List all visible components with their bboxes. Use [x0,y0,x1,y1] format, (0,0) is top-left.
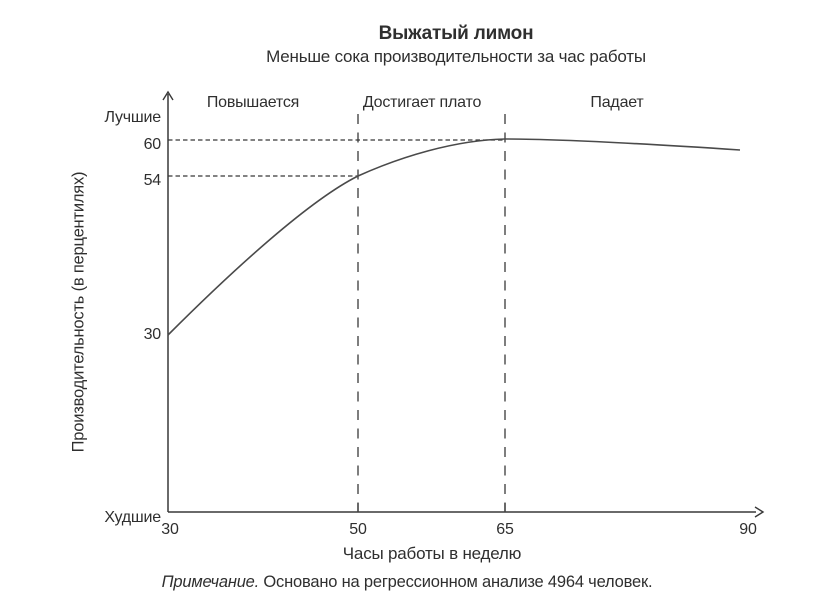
chart-title: Выжатый лимон [378,23,534,44]
productivity-curve [167,138,741,336]
y-axis-title: Производительность (в перцентилях) [69,171,88,453]
x-axis-arrowhead-icon [754,506,765,518]
y-label-best: Лучшие [104,109,162,126]
chart-subtitle: Меньше сока производительности за час ра… [266,47,646,66]
note-lead: Примечание. [161,573,260,591]
y-axis-arrowhead-icon [162,90,174,101]
x-tick-90: 90 [739,521,757,538]
phase-label-rising: Повышается [206,94,300,111]
y-tick-60: 60 [143,136,162,153]
x-tick-65: 65 [496,521,514,538]
y-tick-54: 54 [143,172,162,189]
chart-note: Примечание. Основано на регрессионном ан… [162,573,653,592]
x-axis-title: Часы работы в неделю [342,544,522,563]
x-tick-30: 30 [161,521,179,538]
y-label-worst: Худшие [104,509,161,526]
x-tick-50: 50 [349,521,367,538]
phase-label-plateau: Достигает плато [362,94,482,111]
note-rest: Основано на регрессионном анализе 4964 ч… [259,573,653,591]
y-tick-30: 30 [143,326,162,343]
phase-label-falling: Падает [590,94,644,111]
